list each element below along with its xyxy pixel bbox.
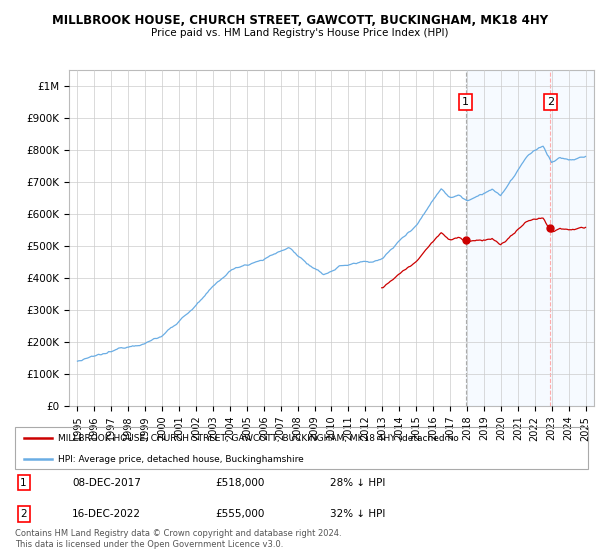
Text: MILLBROOK HOUSE, CHURCH STREET, GAWCOTT, BUCKINGHAM, MK18 4HY: MILLBROOK HOUSE, CHURCH STREET, GAWCOTT,… xyxy=(52,14,548,27)
Text: 1: 1 xyxy=(462,97,469,107)
Bar xyxy=(466,70,594,406)
Text: 2: 2 xyxy=(20,509,27,519)
Text: HPI: Average price, detached house, Buckinghamshire: HPI: Average price, detached house, Buck… xyxy=(58,455,304,464)
Text: Contains HM Land Registry data © Crown copyright and database right 2024.
This d: Contains HM Land Registry data © Crown c… xyxy=(15,529,341,549)
Text: Price paid vs. HM Land Registry's House Price Index (HPI): Price paid vs. HM Land Registry's House … xyxy=(151,28,449,38)
Text: MILLBROOK HOUSE, CHURCH STREET, GAWCOTT, BUCKINGHAM, MK18 4HY (detached ho: MILLBROOK HOUSE, CHURCH STREET, GAWCOTT,… xyxy=(58,434,459,443)
Text: £518,000: £518,000 xyxy=(215,478,265,488)
Text: 28% ↓ HPI: 28% ↓ HPI xyxy=(330,478,386,488)
Text: 2: 2 xyxy=(547,97,554,107)
Text: 1: 1 xyxy=(20,478,27,488)
Text: 08-DEC-2017: 08-DEC-2017 xyxy=(73,478,141,488)
Text: 16-DEC-2022: 16-DEC-2022 xyxy=(73,509,142,519)
Text: £555,000: £555,000 xyxy=(215,509,265,519)
Text: 32% ↓ HPI: 32% ↓ HPI xyxy=(330,509,386,519)
